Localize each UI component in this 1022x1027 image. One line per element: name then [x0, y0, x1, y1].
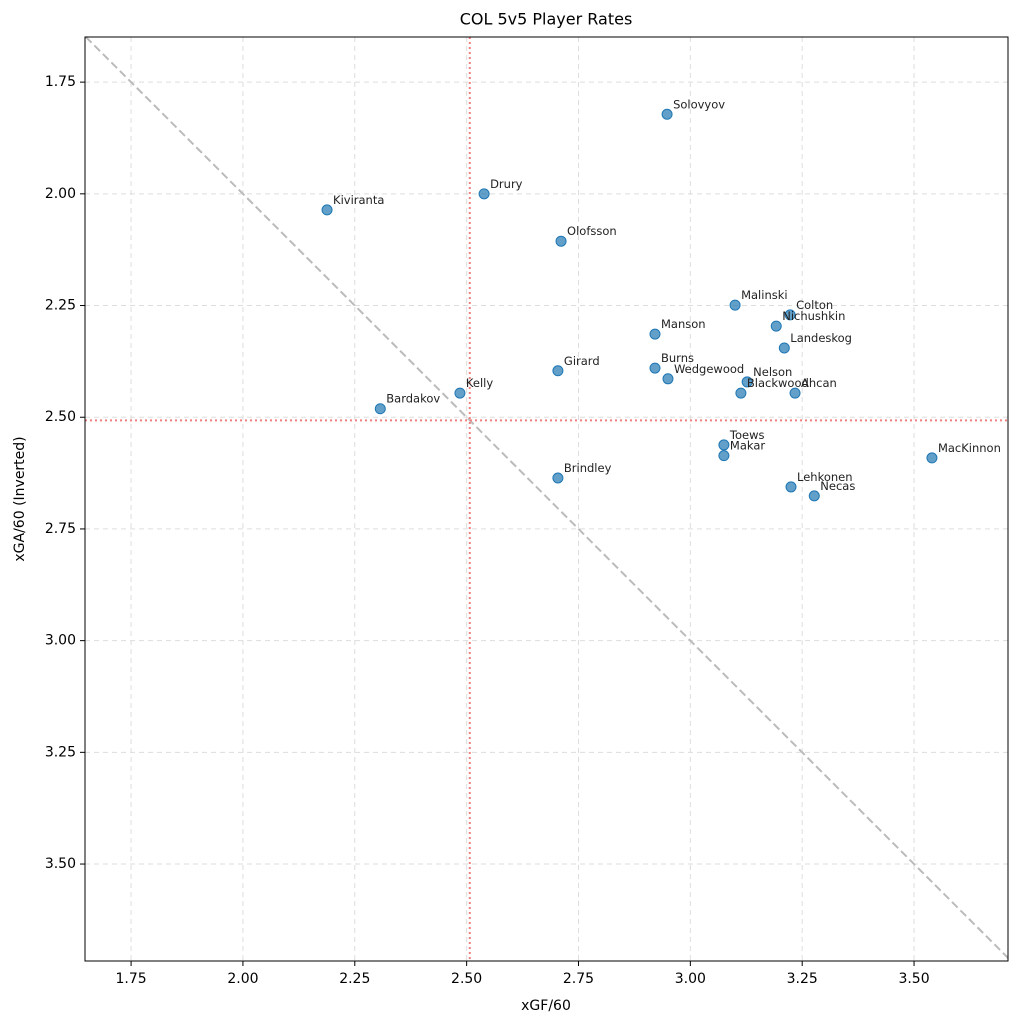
- x-tick-label: 3.50: [898, 971, 929, 987]
- point-label: Bardakov: [386, 392, 440, 406]
- point: [552, 365, 564, 377]
- point-label: Kelly: [466, 376, 493, 390]
- x-tick-label: 3.25: [787, 971, 818, 987]
- diagonal-line: [85, 36, 1009, 959]
- point: [374, 403, 386, 415]
- point-label: MacKinnon: [938, 441, 1001, 455]
- point: [778, 342, 790, 354]
- point: [478, 188, 490, 200]
- y-tick-label: 1.75: [45, 74, 76, 90]
- chart-title: COL 5v5 Player Rates: [460, 10, 633, 29]
- point: [661, 108, 673, 120]
- point-label: Nelson: [753, 365, 792, 379]
- y-tick-label: 2.50: [45, 409, 76, 425]
- point-label: Kiviranta: [333, 193, 384, 207]
- point: [785, 481, 797, 493]
- point-label: Makar: [730, 439, 765, 453]
- point-label: Wedgewood: [674, 362, 744, 376]
- point: [808, 490, 820, 502]
- x-axis-label: xGF/60: [521, 998, 571, 1014]
- point: [649, 328, 661, 340]
- x-tick-label: 2.50: [451, 971, 482, 987]
- x-tick-label: 1.75: [115, 971, 146, 987]
- y-tick-label: 3.00: [45, 633, 76, 649]
- point-label: Necas: [820, 479, 855, 493]
- point: [926, 452, 938, 464]
- point-label: Olofsson: [567, 224, 617, 238]
- point-label: Malinski: [741, 288, 788, 302]
- point: [729, 299, 741, 311]
- point-label: Solovyov: [673, 97, 725, 111]
- x-tick-label: 3.00: [675, 971, 706, 987]
- point: [784, 309, 796, 321]
- point-label: Ahcan: [801, 376, 837, 390]
- y-tick-label: 2.75: [45, 521, 76, 537]
- point: [552, 472, 564, 484]
- point: [770, 320, 782, 332]
- y-tick-label: 3.25: [45, 744, 76, 760]
- point-label: Drury: [490, 177, 523, 191]
- x-tick-label: 2.25: [339, 971, 370, 987]
- y-tick-label: 2.00: [45, 186, 76, 202]
- point-label: Brindley: [564, 461, 612, 475]
- x-tick-label: 2.75: [563, 971, 594, 987]
- point-label: Lehkonen: [797, 470, 853, 484]
- point: [735, 387, 747, 399]
- point: [555, 235, 567, 247]
- y-tick-label: 3.50: [45, 856, 76, 872]
- point-label: Blackwood: [747, 376, 809, 390]
- point-label: Colton: [796, 298, 833, 312]
- plot-frame: [84, 36, 1009, 962]
- y-tick-label: 2.25: [45, 298, 76, 314]
- point: [662, 373, 674, 385]
- point: [454, 387, 466, 399]
- point: [718, 439, 730, 451]
- x-tick-label: 2.00: [227, 971, 258, 987]
- point: [718, 450, 730, 462]
- point-label: Nichushkin: [782, 309, 845, 323]
- point-label: Manson: [661, 317, 706, 331]
- point: [321, 204, 333, 216]
- point: [741, 376, 753, 388]
- point: [649, 362, 661, 374]
- point: [789, 387, 801, 399]
- y-axis-label: xGA/60 (Inverted): [12, 436, 28, 561]
- point-label: Landeskog: [790, 331, 852, 345]
- point-label: Toews: [729, 428, 765, 442]
- point-label: Girard: [564, 354, 600, 368]
- point-label: Burns: [661, 351, 694, 365]
